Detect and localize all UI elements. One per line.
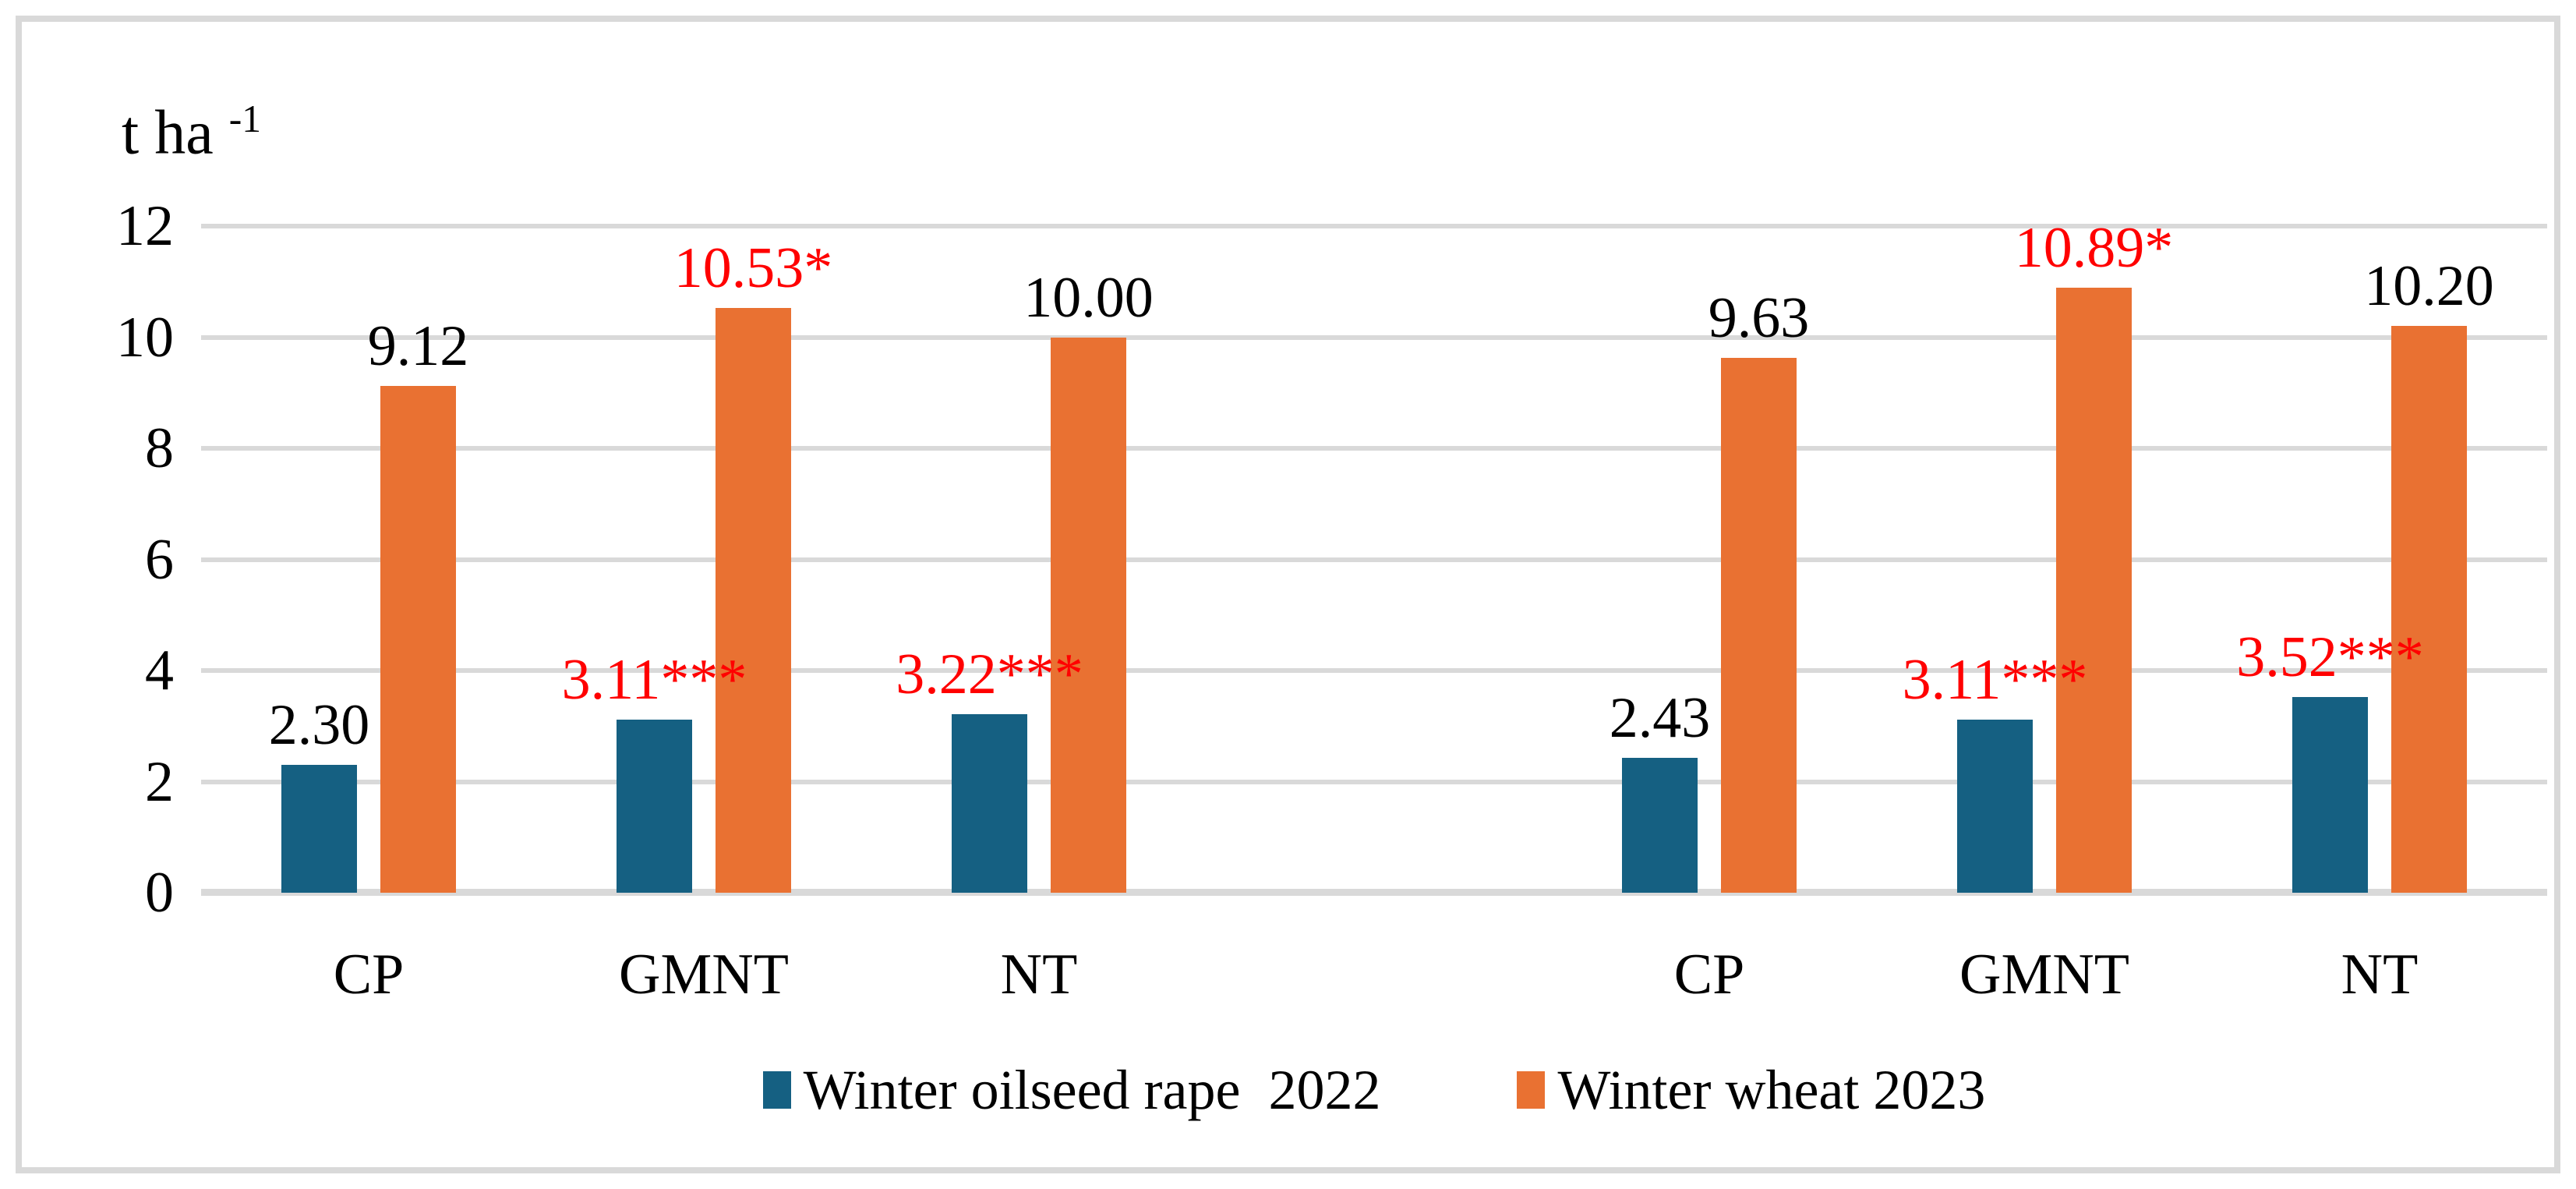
category-label-cp-group2: CP [1673,943,1745,1007]
gridline [201,557,2547,562]
bar-cluster-cp-group1: 2.30 9.12 [201,226,536,893]
y-axis-tick-label: 6 [145,527,174,592]
y-axis-tick-label: 8 [145,416,174,480]
y-axis-tick-label: 4 [145,639,174,702]
y-axis-tick-labels: 0 2 4 6 8 10 12 [37,195,174,924]
gridline [201,334,2547,340]
category-label-gmnt-group2: GMNT [1959,943,2129,1007]
bar-value-label: 10.53* [673,235,833,300]
bar-clusters: 2.30 9.12 3.11*** 10.53* 3.22*** 10.00 2.43 9.6… [201,219,2547,893]
bar-value-label: 3.11*** [561,648,747,713]
bar-oilseed: 2.30 [269,696,369,893]
category-label-gmnt-group1: GMNT [619,943,789,1007]
y-axis-unit-label: t ha -1 [122,97,261,169]
gridline [201,668,2547,674]
bar-wheat: 10.89* [2015,219,2173,893]
bar-wheat: 10.53* [674,239,832,893]
bar-value-label: 3.52*** [2236,625,2424,690]
empty-category-slot [1207,938,1542,1012]
legend-marker-icon [1517,1071,1546,1109]
bar-value-label: 10.20 [2364,254,2494,319]
bar-cluster-nt-group2: 3.52*** 10.20 [2212,226,2547,893]
bar-oilseed: 2.43 [1610,689,1710,893]
bar-value-label: 2.43 [1609,685,1711,750]
legend: Winter oilseed rape 2022 Winter wheat 202… [201,1051,2547,1129]
chart-frame: t ha -1 0 2 4 6 8 10 12 2.30 9.12 3.11*** 10.53* 3… [16,16,2560,1173]
x-axis-baseline [201,889,2547,896]
unit-superscript: -1 [228,97,262,140]
legend-item-wheat: Winter wheat 2023 [1517,1058,1985,1123]
bar-value-label: 9.12 [367,314,469,379]
bar-oilseed: 3.22*** [896,646,1083,893]
y-axis-tick-label: 10 [116,305,174,370]
bar-cluster-gmnt-group1: 3.11*** 10.53* [536,226,871,893]
bar-wheat: 10.00 [1023,269,1154,893]
y-axis-tick-label: 2 [145,749,174,814]
bar-cluster-nt-group1: 3.22*** 10.00 [871,226,1207,893]
plot-area: 2.30 9.12 3.11*** 10.53* 3.22*** 10.00 2.43 9.6… [201,219,2547,896]
bar-value-label: 10.00 [1023,265,1154,330]
bar-wheat: 10.20 [2364,257,2494,893]
legend-label: Winter oilseed rape 2022 [803,1058,1381,1121]
category-label-nt-group1: NT [1000,943,1078,1007]
unit-base: t ha [122,98,229,168]
bar-value-label: 9.63 [1708,285,1810,350]
bar-wheat: 9.12 [368,317,468,893]
legend-item-oilseed: Winter oilseed rape 2022 [762,1058,1381,1123]
y-axis-tick-label: 12 [116,194,174,258]
bar-oilseed: 3.52*** [2236,628,2424,893]
legend-label: Winter wheat 2023 [1557,1058,1986,1121]
bar-oilseed: 3.11*** [562,651,747,893]
legend-marker-icon [762,1071,791,1109]
gridline [201,446,2547,451]
bar-value-label: 2.30 [268,693,370,758]
y-axis-tick-label: 0 [145,861,174,925]
gridline [201,779,2547,784]
bar-oilseed: 3.11*** [1903,651,2087,893]
bar-wheat: 9.63 [1708,289,1809,893]
category-axis-labels: CP GMNT NT CP GMNT NT [201,938,2547,1012]
gridline [201,224,2547,228]
category-label-nt-group2: NT [2341,943,2419,1007]
bar-cluster-cp-group2: 2.43 9.63 [1542,226,1877,893]
empty-slot [1207,226,1542,893]
bar-cluster-gmnt-group2: 3.11*** 10.89* [1877,219,2212,893]
bar-value-label: 10.89* [2014,216,2174,281]
bar-value-label: 3.22*** [896,642,1083,706]
bar-value-label: 3.11*** [1902,648,2088,713]
category-label-cp-group1: CP [333,943,405,1007]
